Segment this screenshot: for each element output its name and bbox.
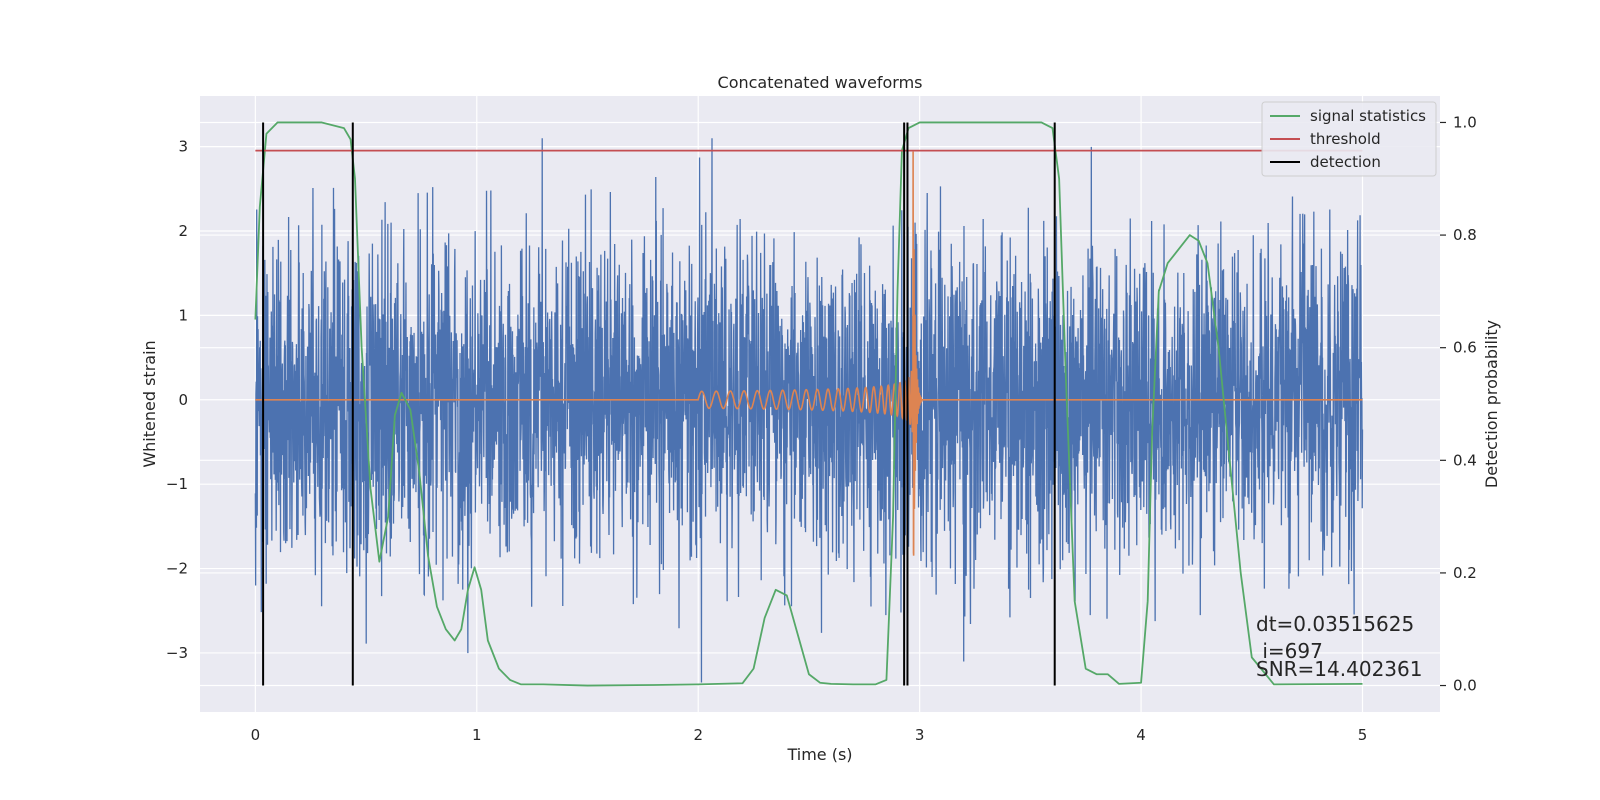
legend: signal statistics threshold detection <box>1261 101 1437 177</box>
y-tick-label-5: 2 <box>178 222 188 240</box>
legend-label-threshold: threshold <box>1310 130 1381 148</box>
annotation-snr: SNR=14.402361 <box>1256 657 1422 681</box>
y2-tick-label-1: 0.2 <box>1453 564 1477 582</box>
x-tick-label-3: 3 <box>915 726 925 744</box>
y2-tick-label-4: 0.8 <box>1453 226 1477 244</box>
x-tick-label-1: 1 <box>472 726 482 744</box>
y-tick-label-4: 1 <box>178 306 188 324</box>
legend-frame <box>1261 101 1437 177</box>
y2-tick-label-2: 0.4 <box>1453 451 1477 469</box>
x-axis-ticks: 0 1 2 3 4 5 <box>251 726 1368 744</box>
series-signal-statistics <box>254 121 1363 687</box>
series-layer <box>254 121 1364 687</box>
x-tick-label-2: 2 <box>693 726 703 744</box>
y2-tick-label-0: 0.0 <box>1453 677 1477 695</box>
legend-label-signal-statistics: signal statistics <box>1310 107 1426 125</box>
series-injected-waveform <box>255 151 1363 556</box>
annotation-box: dt=0.03515625 i=697 SNR=14.402361 <box>1256 612 1422 681</box>
y-tick-label-3: 0 <box>178 391 188 409</box>
y-axis-label: Whitened strain <box>140 340 159 467</box>
x-tick-label-5: 5 <box>1358 726 1368 744</box>
y2-tick-label-5: 1.0 <box>1453 113 1477 131</box>
y-tick-label-6: 3 <box>178 138 188 156</box>
x-tick-label-4: 4 <box>1136 726 1146 744</box>
x-tick-label-0: 0 <box>251 726 261 744</box>
y-tick-label-0: −3 <box>166 644 188 662</box>
y2-axis-ticks: 0.0 0.2 0.4 0.6 0.8 1.0 <box>1440 113 1477 695</box>
y-tick-label-1: −2 <box>166 560 188 578</box>
annotation-dt: dt=0.03515625 <box>1256 612 1414 636</box>
annotation-index: i=697 <box>1256 639 1323 663</box>
y2-tick-label-3: 0.6 <box>1453 339 1477 357</box>
chart-title: Concatenated waveforms <box>718 73 923 92</box>
legend-label-detection: detection <box>1310 153 1381 171</box>
x-axis-label: Time (s) <box>786 745 852 764</box>
y-tick-label-2: −1 <box>166 475 188 493</box>
series-whitened-strain-noise <box>254 138 1364 683</box>
y-axis-ticks: −3 −2 −1 0 1 2 3 <box>166 138 188 662</box>
y2-axis-label: Detection probability <box>1482 320 1501 488</box>
